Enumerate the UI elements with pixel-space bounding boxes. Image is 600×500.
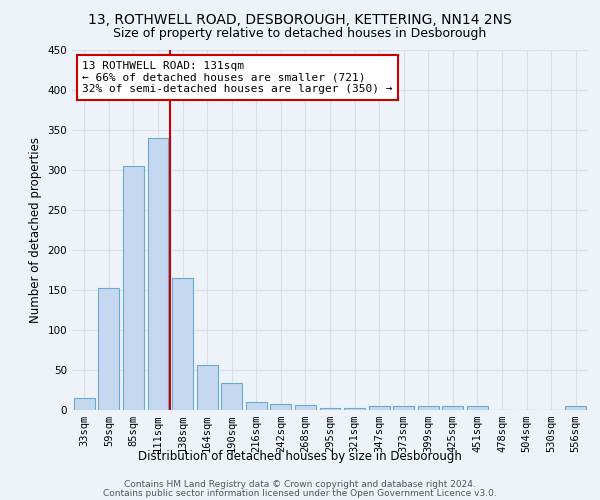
Text: 13, ROTHWELL ROAD, DESBOROUGH, KETTERING, NN14 2NS: 13, ROTHWELL ROAD, DESBOROUGH, KETTERING… [88, 12, 512, 26]
Bar [172, 278, 193, 410]
Bar [565, 406, 586, 410]
Bar [467, 406, 488, 410]
Bar [344, 408, 365, 410]
Bar [197, 365, 218, 410]
Text: Contains HM Land Registry data © Crown copyright and database right 2024.: Contains HM Land Registry data © Crown c… [124, 480, 476, 489]
Bar [98, 288, 119, 410]
Bar [123, 166, 144, 410]
Bar [442, 406, 463, 410]
Bar [246, 402, 267, 410]
Text: 13 ROTHWELL ROAD: 131sqm
← 66% of detached houses are smaller (721)
32% of semi-: 13 ROTHWELL ROAD: 131sqm ← 66% of detach… [82, 61, 393, 94]
Text: Size of property relative to detached houses in Desborough: Size of property relative to detached ho… [113, 28, 487, 40]
Bar [74, 398, 95, 410]
Bar [368, 406, 389, 410]
Bar [221, 383, 242, 410]
Bar [393, 406, 414, 410]
Y-axis label: Number of detached properties: Number of detached properties [29, 137, 42, 323]
Bar [271, 404, 292, 410]
Bar [320, 408, 340, 410]
Bar [148, 138, 169, 410]
Text: Distribution of detached houses by size in Desborough: Distribution of detached houses by size … [138, 450, 462, 463]
Text: Contains public sector information licensed under the Open Government Licence v3: Contains public sector information licen… [103, 490, 497, 498]
Bar [295, 405, 316, 410]
Bar [418, 406, 439, 410]
